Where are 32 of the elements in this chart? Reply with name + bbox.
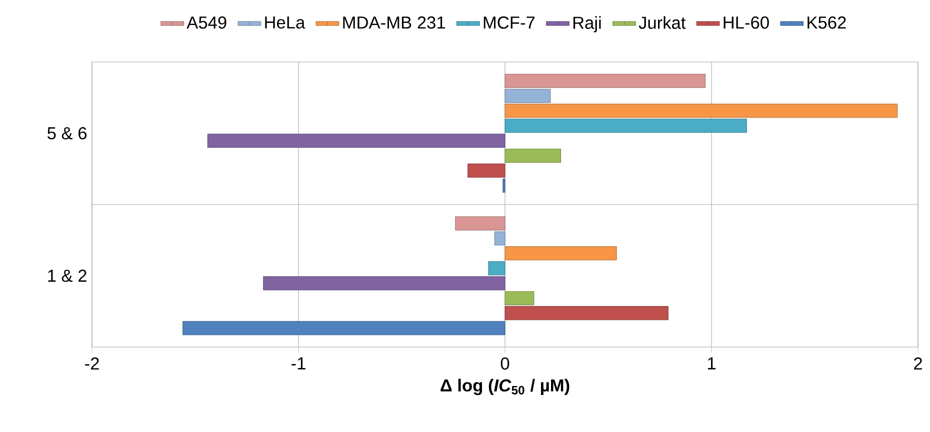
bar (504, 291, 534, 306)
bar (504, 246, 617, 260)
x-tick-label: -1 (292, 357, 306, 370)
bar (504, 104, 898, 118)
bar (182, 321, 506, 336)
x-tick-label: 2 (914, 357, 922, 370)
legend-label: K562 (808, 16, 846, 29)
legend-label: MCF-7 (484, 16, 535, 29)
x-tick-label: 0 (500, 357, 510, 370)
bar (504, 148, 562, 163)
bar (494, 231, 506, 246)
legend-label: Jurkat (638, 16, 686, 29)
y-tick-label: 1 & 2 (48, 270, 86, 282)
legend-label: Raji (573, 16, 601, 32)
bar (504, 88, 551, 103)
x-tick-label: 1 (708, 357, 716, 370)
bar (468, 164, 506, 178)
bar (504, 306, 668, 320)
bar (488, 261, 506, 276)
bar (504, 74, 706, 88)
bar (504, 118, 747, 133)
legend-label: HL-60 (724, 16, 769, 29)
bar (207, 134, 506, 148)
y-tick-label: 5 & 6 (48, 127, 87, 140)
bar (455, 216, 506, 230)
legend-label: HeLa (265, 16, 306, 29)
legend-label: MDA-MB 231 (343, 16, 445, 29)
x-tick-label: -2 (85, 357, 99, 370)
bar (263, 276, 506, 290)
legend-label: A549 (186, 16, 226, 29)
x-axis-title: Δ log (IC$_{50}$ / µM) (440, 378, 570, 396)
bar (502, 178, 506, 193)
